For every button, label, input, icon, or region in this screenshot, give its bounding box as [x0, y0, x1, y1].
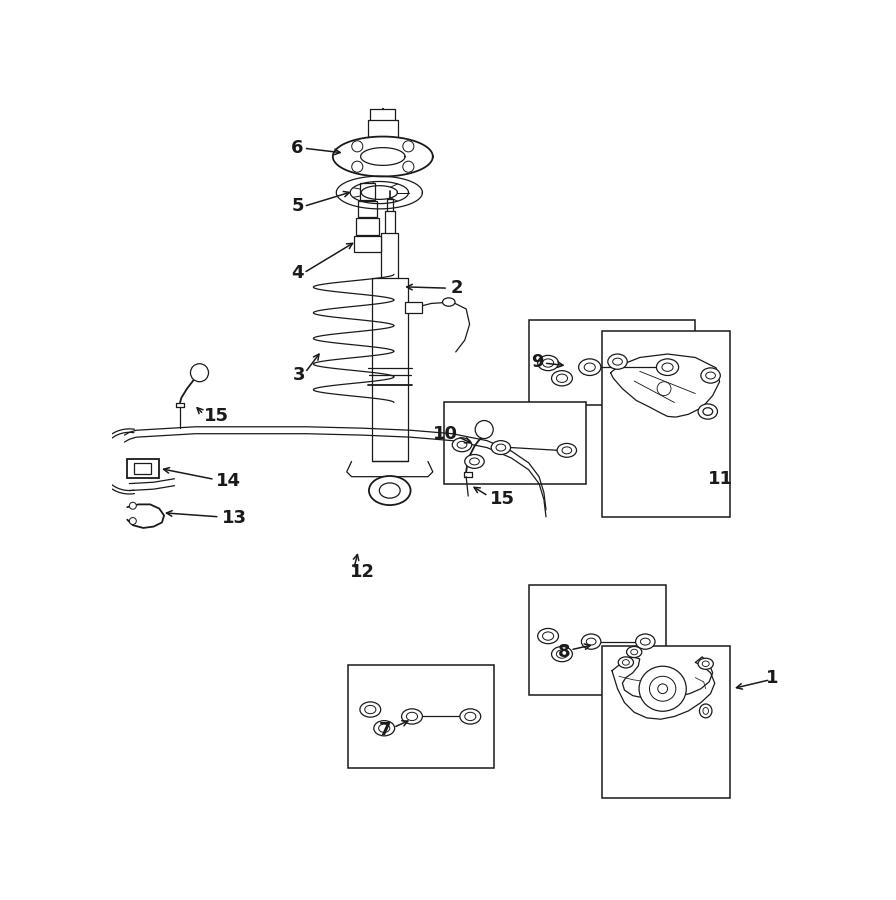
Ellipse shape — [662, 363, 673, 372]
Ellipse shape — [631, 649, 638, 655]
Ellipse shape — [562, 447, 572, 454]
Text: 12: 12 — [349, 563, 375, 581]
Text: 11: 11 — [708, 470, 733, 488]
Ellipse shape — [360, 702, 381, 717]
Ellipse shape — [365, 706, 376, 714]
Circle shape — [657, 382, 671, 396]
Ellipse shape — [452, 438, 471, 452]
Ellipse shape — [626, 646, 642, 658]
Circle shape — [191, 364, 209, 382]
Ellipse shape — [698, 404, 718, 419]
Ellipse shape — [552, 371, 573, 386]
Ellipse shape — [538, 628, 558, 644]
Text: 1: 1 — [766, 669, 779, 687]
Text: 10: 10 — [433, 425, 458, 443]
Bar — [349, 665, 494, 768]
Ellipse shape — [379, 483, 401, 499]
Ellipse shape — [496, 444, 505, 451]
Ellipse shape — [650, 676, 676, 701]
Bar — [359, 184, 375, 200]
Bar — [529, 586, 666, 695]
Ellipse shape — [700, 704, 712, 718]
Ellipse shape — [538, 356, 558, 371]
Ellipse shape — [658, 684, 668, 694]
Ellipse shape — [613, 358, 623, 365]
Circle shape — [129, 518, 136, 525]
Text: 3: 3 — [292, 365, 305, 383]
Text: 9: 9 — [531, 353, 544, 371]
Ellipse shape — [556, 650, 567, 658]
Ellipse shape — [543, 632, 554, 640]
Bar — [357, 218, 379, 235]
Circle shape — [403, 140, 414, 152]
Bar — [134, 463, 151, 474]
Text: 2: 2 — [450, 279, 462, 297]
Bar — [444, 401, 586, 483]
Ellipse shape — [369, 476, 410, 505]
Circle shape — [129, 502, 136, 509]
Ellipse shape — [379, 724, 390, 733]
Circle shape — [352, 161, 363, 172]
Ellipse shape — [635, 634, 655, 649]
Ellipse shape — [706, 372, 715, 379]
Ellipse shape — [639, 666, 686, 711]
Ellipse shape — [657, 359, 678, 375]
Ellipse shape — [618, 657, 633, 668]
Text: 13: 13 — [221, 509, 246, 527]
Ellipse shape — [698, 658, 713, 670]
Bar — [358, 201, 377, 217]
Text: 4: 4 — [291, 264, 304, 282]
Ellipse shape — [460, 709, 481, 725]
Ellipse shape — [407, 712, 418, 721]
Ellipse shape — [703, 408, 712, 415]
Ellipse shape — [703, 707, 709, 715]
Ellipse shape — [374, 721, 394, 736]
Ellipse shape — [584, 363, 595, 372]
Text: 5: 5 — [291, 197, 304, 215]
Ellipse shape — [582, 634, 601, 649]
Text: 15: 15 — [203, 408, 228, 426]
Ellipse shape — [401, 709, 422, 725]
Ellipse shape — [443, 298, 455, 306]
Ellipse shape — [701, 368, 720, 383]
Bar — [127, 459, 159, 478]
Text: 14: 14 — [216, 472, 241, 490]
Ellipse shape — [623, 660, 629, 665]
Ellipse shape — [586, 638, 596, 645]
Ellipse shape — [457, 441, 467, 448]
Bar — [354, 236, 381, 252]
Ellipse shape — [491, 441, 511, 454]
Ellipse shape — [607, 354, 627, 369]
Text: 7: 7 — [379, 721, 392, 739]
Ellipse shape — [543, 359, 554, 367]
Ellipse shape — [557, 444, 576, 457]
Bar — [601, 331, 730, 517]
Ellipse shape — [465, 712, 476, 721]
Text: 15: 15 — [490, 490, 515, 508]
Circle shape — [352, 140, 363, 152]
Ellipse shape — [556, 374, 567, 382]
Bar — [405, 302, 422, 313]
Ellipse shape — [702, 661, 710, 667]
Text: 6: 6 — [291, 140, 304, 158]
Ellipse shape — [641, 638, 650, 645]
Bar — [529, 320, 695, 405]
Ellipse shape — [552, 646, 573, 662]
Ellipse shape — [579, 359, 601, 375]
Bar — [601, 646, 730, 797]
Ellipse shape — [470, 458, 479, 465]
Circle shape — [475, 420, 493, 438]
Ellipse shape — [465, 454, 484, 468]
Text: 8: 8 — [557, 643, 571, 661]
Circle shape — [403, 161, 414, 172]
